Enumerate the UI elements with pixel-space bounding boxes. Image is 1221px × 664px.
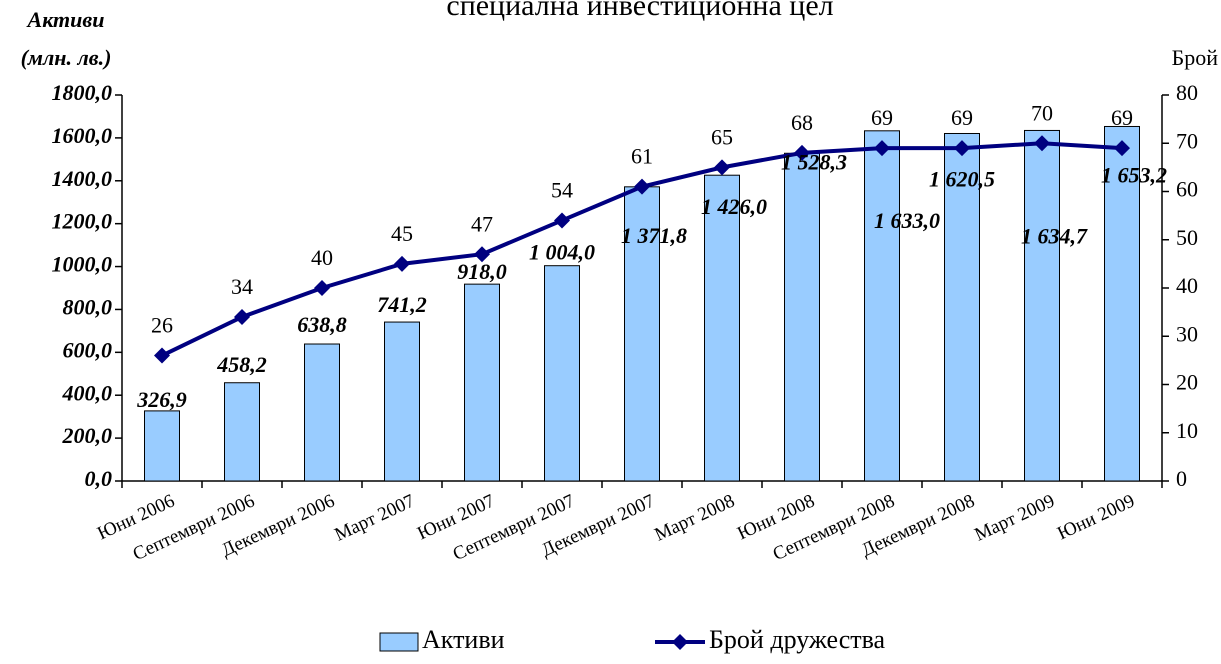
data-label: 1 633,0 — [874, 208, 940, 233]
line-marker — [554, 212, 570, 229]
y-axis-label: (млн. лв.) — [21, 45, 112, 70]
data-label: 69 — [951, 105, 973, 130]
line-marker — [474, 246, 490, 263]
data-label: 65 — [711, 124, 733, 149]
y2-tick-label: 10 — [1176, 418, 1198, 443]
y-tick-label: 1600,0 — [52, 123, 113, 148]
data-label: 34 — [231, 274, 253, 299]
y2-tick-label: 50 — [1176, 225, 1198, 250]
data-label: 45 — [391, 221, 413, 246]
data-label: 638,8 — [297, 312, 347, 337]
y-tick-label: 600,0 — [63, 337, 113, 362]
y2-tick-label: 20 — [1176, 370, 1198, 395]
y-tick-label: 400,0 — [62, 380, 113, 405]
y-tick-label: 0,0 — [85, 466, 113, 491]
y2-tick-label: 60 — [1176, 177, 1198, 202]
line-marker — [634, 178, 650, 195]
y2-tick-label: 30 — [1176, 321, 1198, 346]
y-tick-label: 800,0 — [63, 294, 113, 319]
bar — [1024, 129, 1060, 482]
bar — [944, 132, 980, 482]
data-label: 1 004,0 — [529, 240, 595, 265]
data-label: 1 653,2 — [1101, 163, 1167, 188]
line-marker — [874, 140, 890, 157]
bar — [224, 382, 260, 482]
y-tick-label: 1800,0 — [52, 80, 113, 105]
bar — [784, 152, 820, 482]
bar — [144, 410, 180, 482]
bar — [384, 321, 420, 482]
line-marker — [794, 144, 810, 161]
data-label: 47 — [471, 211, 493, 236]
data-label: 54 — [551, 177, 573, 202]
y2-tick-label: 70 — [1176, 128, 1198, 153]
line-marker — [1034, 135, 1050, 152]
legend-marker — [672, 634, 688, 650]
line-marker — [394, 255, 410, 272]
y-tick-label: 200,0 — [62, 423, 113, 448]
bar — [624, 186, 660, 482]
data-label: 70 — [1031, 100, 1053, 125]
y2-axis-label: Брой — [1172, 45, 1219, 70]
data-label: 1 634,7 — [1021, 223, 1088, 248]
data-label: 69 — [1111, 105, 1133, 130]
line-marker — [234, 308, 250, 325]
line-marker — [1114, 140, 1130, 157]
y2-tick-label: 0 — [1176, 466, 1187, 491]
line-marker — [714, 159, 730, 176]
y2-tick-label: 80 — [1176, 80, 1198, 105]
y-tick-label: 1400,0 — [52, 166, 113, 191]
line-marker — [314, 280, 330, 296]
data-label: 1 371,8 — [621, 223, 687, 248]
data-label: 40 — [311, 245, 333, 270]
bar — [1104, 125, 1140, 482]
data-label: 918,0 — [457, 259, 507, 284]
line-marker — [954, 140, 970, 157]
legend-swatch — [379, 632, 419, 652]
data-label: 741,2 — [377, 292, 427, 317]
legend-label: Активи — [422, 625, 505, 654]
y-tick-label: 1000,0 — [52, 252, 113, 277]
bar — [864, 130, 900, 482]
bar — [544, 265, 580, 482]
y-tick-label: 1200,0 — [52, 209, 113, 234]
legend-label: Брой дружества — [709, 625, 886, 654]
data-label: 26 — [151, 313, 173, 338]
y2-tick-label: 40 — [1176, 273, 1198, 298]
line-marker — [154, 347, 170, 364]
data-label: 1 620,5 — [929, 167, 995, 192]
y-axis-label: Активи — [26, 7, 105, 32]
chart-title: специална инвестиционна цел — [446, 0, 833, 22]
data-label: 1 528,3 — [781, 149, 847, 174]
data-label: 68 — [791, 110, 813, 135]
data-label: 326,9 — [136, 387, 187, 412]
data-label: 61 — [631, 144, 653, 169]
bar — [704, 174, 740, 482]
x-tick-label: Март 2007 — [331, 490, 417, 545]
bar — [464, 283, 500, 482]
data-label: 1 426,0 — [701, 194, 767, 219]
data-label: 458,2 — [216, 352, 267, 377]
x-tick-label: Юни 2009 — [1054, 490, 1138, 544]
x-tick-label: Март 2009 — [971, 490, 1057, 545]
data-label: 69 — [871, 105, 893, 130]
x-tick-label: Март 2008 — [651, 490, 737, 545]
bar — [304, 343, 340, 482]
